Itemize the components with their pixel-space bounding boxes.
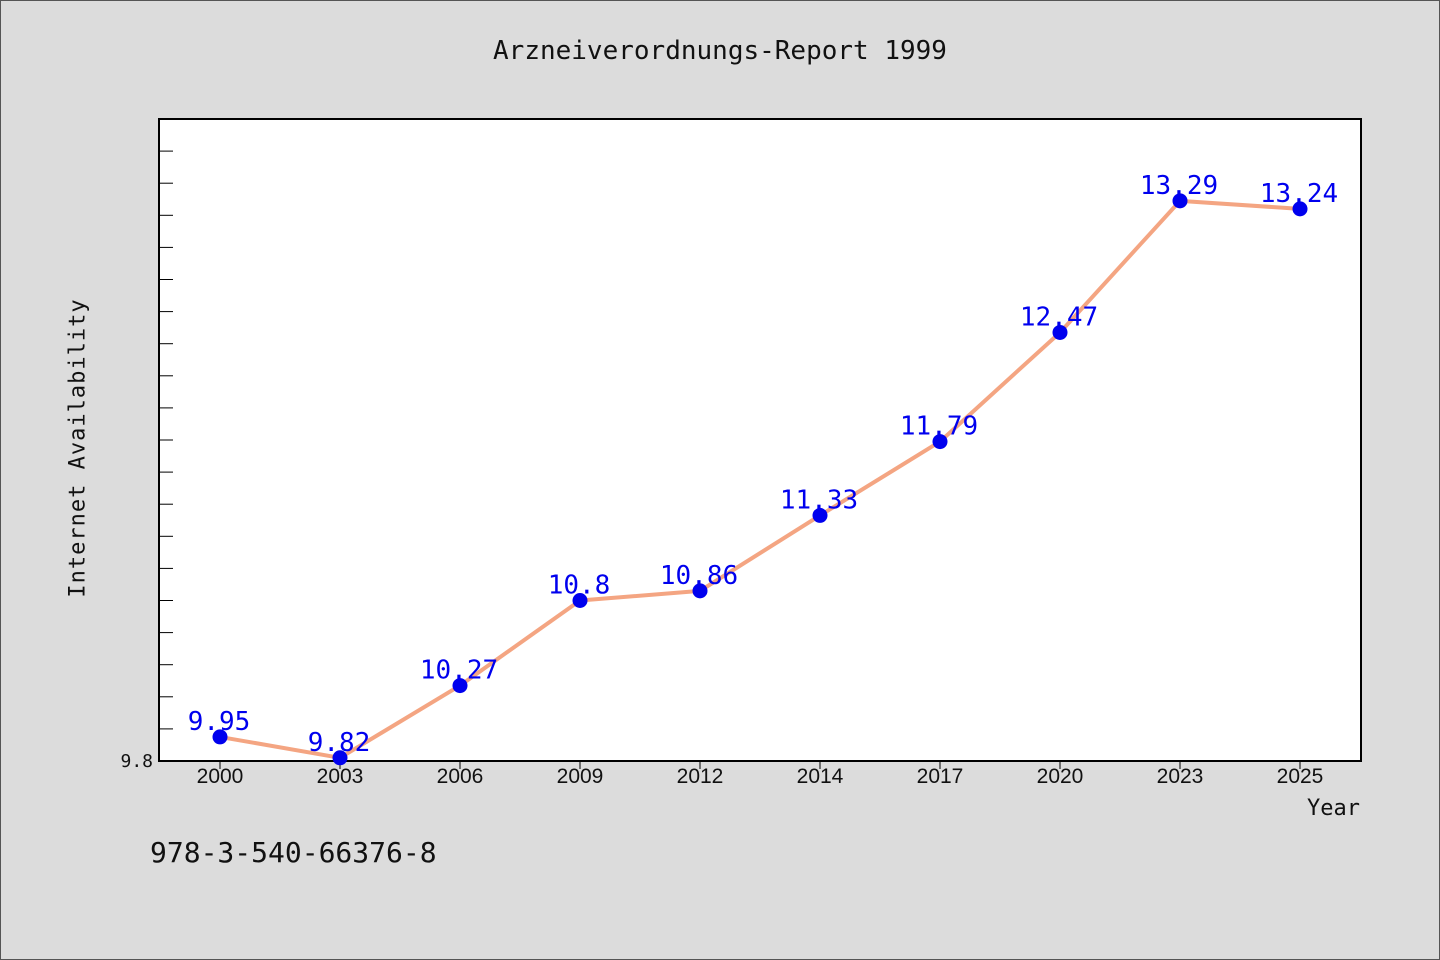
series-markers [212, 193, 1308, 766]
x-tick-label: 2017 [917, 765, 964, 788]
data-label: 13.24 [1260, 179, 1338, 209]
series-line [219, 198, 1301, 760]
x-ticks [219, 761, 1301, 769]
data-label: 10.8 [548, 571, 611, 601]
x-tick-label: 2012 [677, 765, 724, 788]
chart-title: Arzneiverordnungs-Report 1999 [493, 36, 947, 66]
data-label: 9.95 [188, 707, 251, 737]
y-tick-label: 9.8 [120, 751, 153, 772]
data-label: 10.27 [420, 656, 498, 686]
data-labels: 9.95 9.82 10.27 10.8 10.86 11.33 11.79 12.47 13.… [188, 171, 1338, 758]
data-label: 9.82 [308, 728, 371, 758]
plot-area [158, 118, 1362, 762]
data-label: 13.29 [1140, 171, 1218, 201]
data-point [1172, 193, 1188, 209]
y-tick-labels: 9.8 [120, 751, 153, 772]
data-label: 10.86 [660, 561, 738, 591]
x-tick-label: 2000 [197, 765, 244, 788]
data-point [572, 593, 588, 608]
data-point [332, 750, 348, 766]
x-tick-label: 2025 [1277, 765, 1324, 788]
data-point [692, 583, 708, 599]
y-axis-title: Internet Availability [65, 298, 91, 598]
data-point [812, 507, 828, 523]
data-point [212, 729, 228, 745]
x-tick-label: 2003 [317, 765, 364, 788]
x-tick-label: 2023 [1157, 765, 1204, 788]
data-point [1292, 201, 1308, 217]
x-tick-label: 2020 [1037, 765, 1084, 788]
data-label: 11.79 [900, 412, 978, 442]
data-label: 11.33 [780, 485, 858, 515]
y-minor-ticks [159, 150, 173, 730]
data-point [1052, 324, 1068, 340]
x-axis-title: Year [1307, 796, 1360, 821]
x-tick-label: 2014 [797, 765, 844, 788]
data-point [932, 434, 948, 450]
footnote-isbn: 978-3-540-66376-8 [150, 836, 437, 869]
x-tick-label: 2006 [437, 765, 484, 788]
x-tick-label: 2009 [557, 765, 604, 788]
data-point [452, 678, 468, 694]
data-label: 12.47 [1020, 302, 1098, 332]
series-lines [219, 198, 1301, 760]
x-tick-labels: 2000 2003 2006 2009 2012 2014 2017 2020 2023 2025 [197, 765, 1324, 788]
